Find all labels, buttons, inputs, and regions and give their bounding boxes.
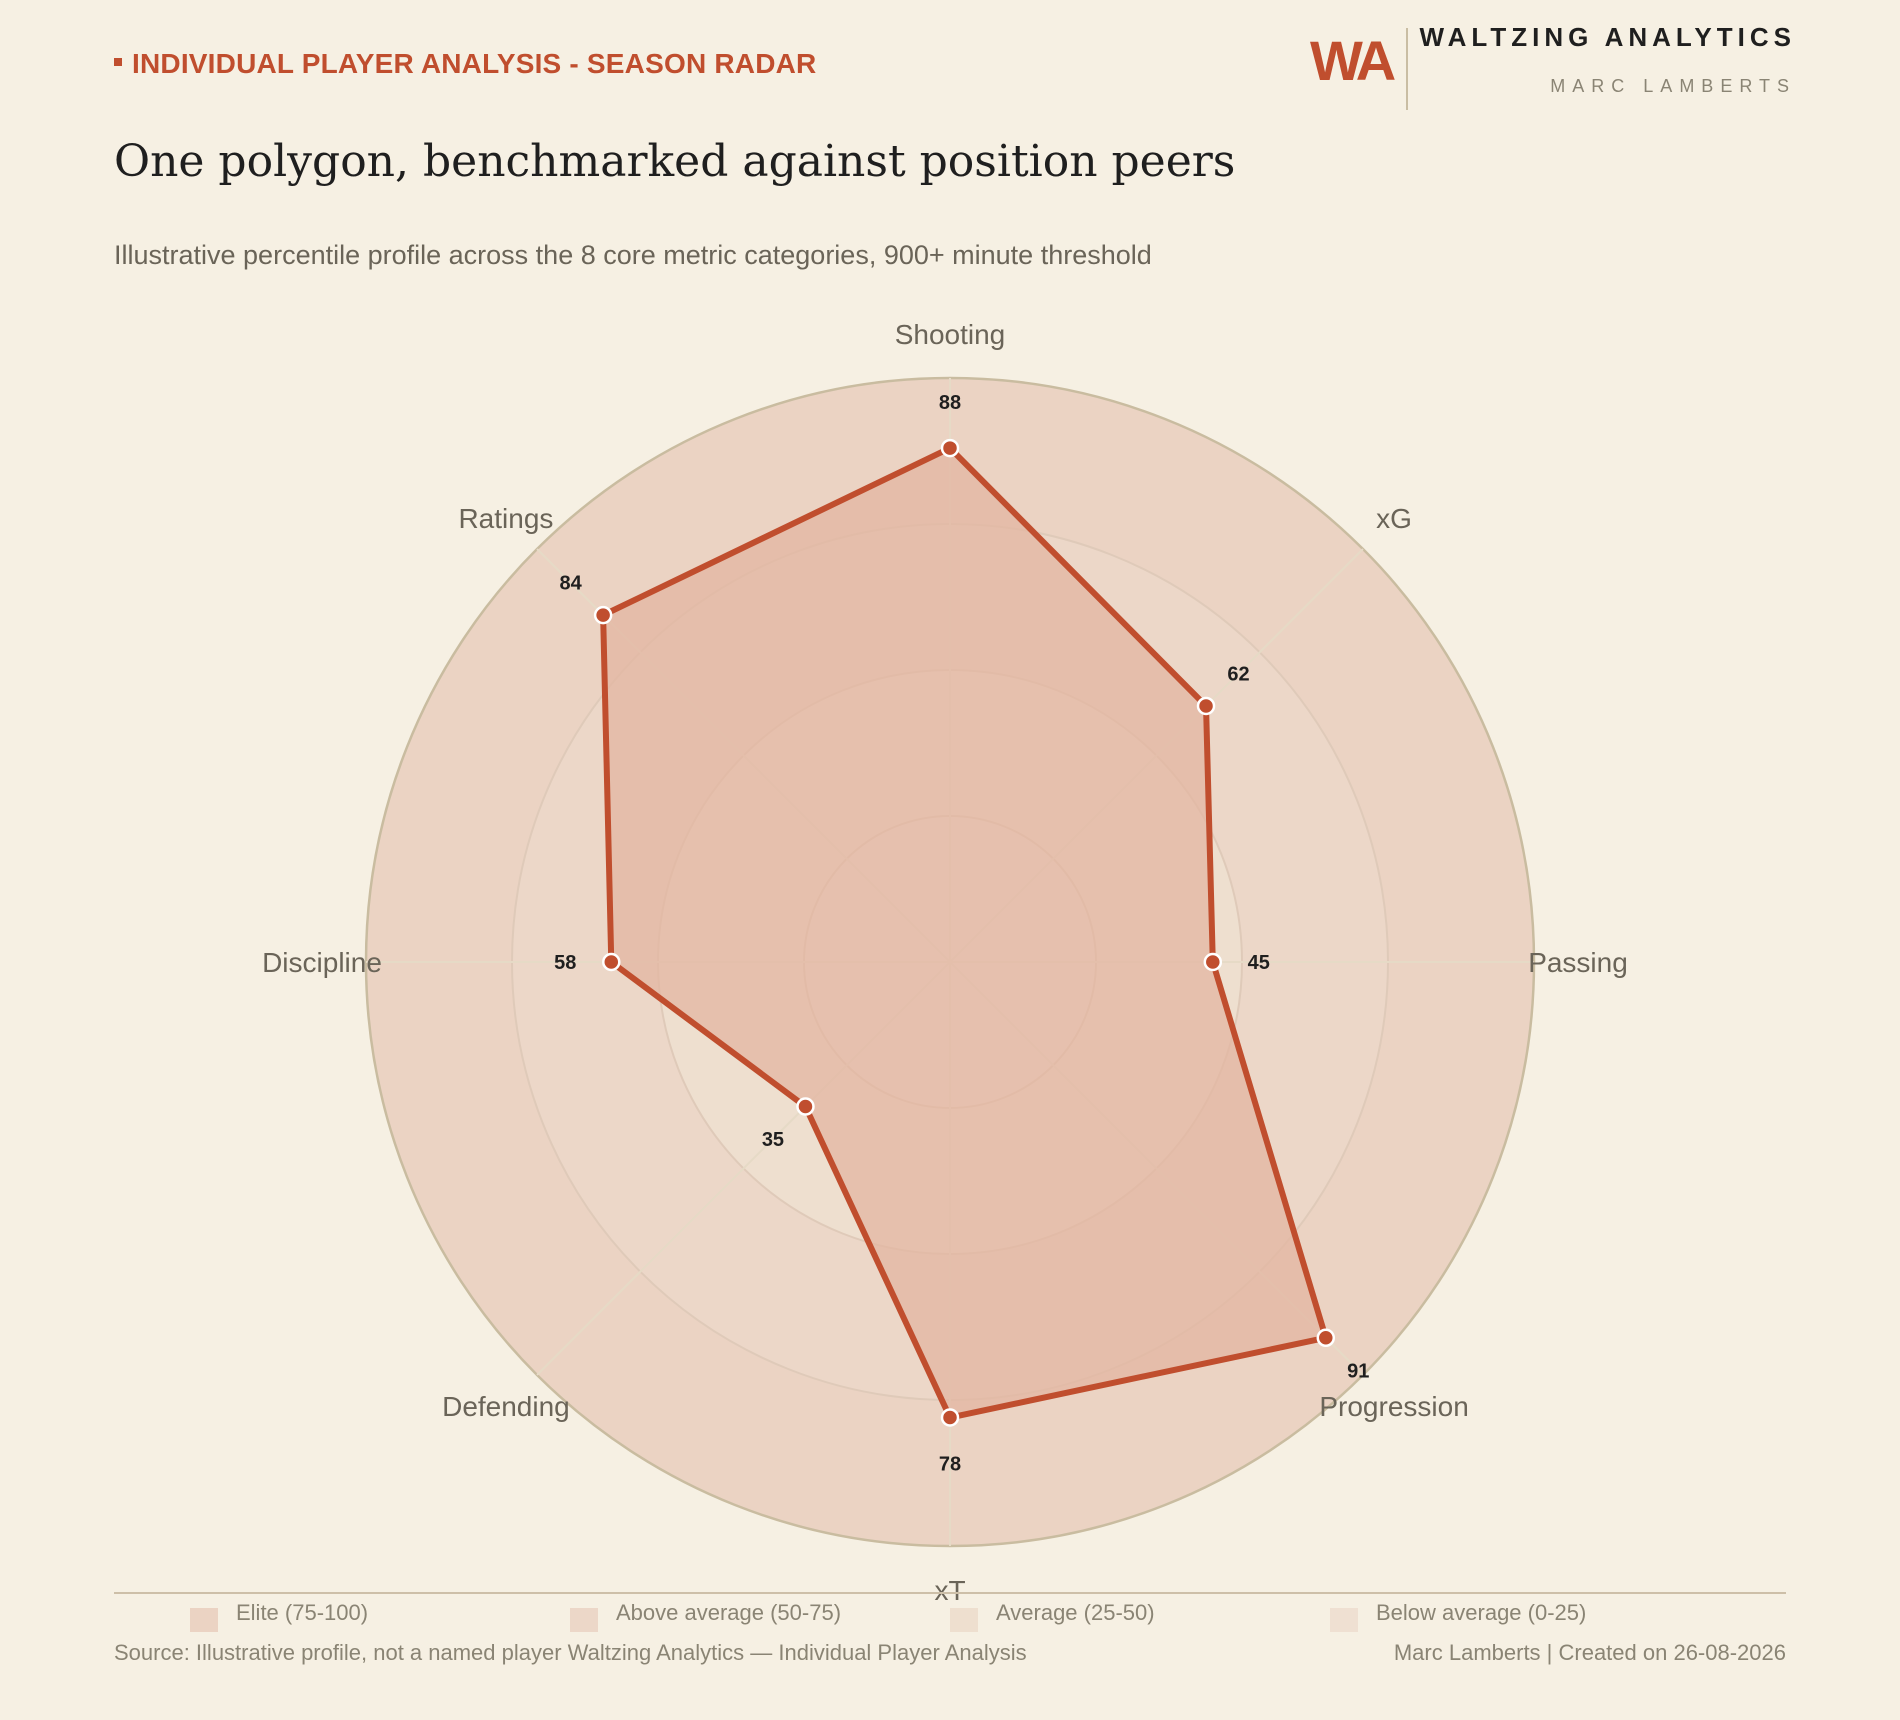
legend-label: Average (25-50) <box>996 1600 1155 1625</box>
value-label: 45 <box>1248 952 1270 974</box>
brand-name: WALTZING ANALYTICS <box>1419 22 1796 52</box>
eyebrow-label: INDIVIDUAL PLAYER ANALYSIS - SEASON RADA… <box>114 48 816 80</box>
eyebrow-text: INDIVIDUAL PLAYER ANALYSIS - SEASON RADA… <box>132 48 817 79</box>
axis-label: Ratings <box>458 503 553 534</box>
source-note: Source: Illustrative profile, not a name… <box>114 1640 1027 1665</box>
data-point <box>602 952 621 972</box>
eyebrow-square-icon <box>114 57 122 66</box>
legend-label: Below average (0-25) <box>1376 1600 1587 1625</box>
data-point <box>940 438 960 458</box>
legend-swatch <box>1330 1608 1358 1632</box>
value-label: 84 <box>559 573 582 595</box>
axis-label: Defending <box>442 1391 570 1422</box>
value-label: 58 <box>554 952 576 974</box>
logo-divider <box>1406 28 1408 110</box>
axis-label: Passing <box>1528 947 1628 978</box>
axis-label: xT <box>934 1575 965 1600</box>
chart-title: One polygon, benchmarked against positio… <box>114 136 1236 187</box>
value-label: 88 <box>939 392 961 414</box>
chart-subtitle: Illustrative percentile profile across t… <box>114 240 1152 270</box>
axis-label: Progression <box>1319 1391 1468 1422</box>
axis-label: Discipline <box>262 947 382 978</box>
data-point <box>940 1408 960 1427</box>
data-point <box>796 1097 815 1116</box>
value-label: 35 <box>762 1129 784 1151</box>
legend-label: Elite (75-100) <box>236 1600 369 1625</box>
credit-note: Marc Lamberts | Created on 26-08-2026 <box>1393 1640 1786 1665</box>
footer-divider <box>114 1592 1786 1594</box>
value-label: 78 <box>939 1454 961 1476</box>
legend-label: Above average (50-75) <box>616 1600 842 1625</box>
data-point <box>1203 952 1223 972</box>
radar-chart: 88 62 45 91 78 35 58 84 Shooting xG Passing Progres… <box>262 319 1628 1600</box>
brand-logo: WA <box>1310 29 1396 92</box>
axis-label: xG <box>1376 503 1412 534</box>
data-point <box>593 605 613 625</box>
legend-swatch <box>190 1608 218 1632</box>
value-label: 91 <box>1347 1360 1369 1382</box>
legend-swatch <box>570 1608 598 1632</box>
legend-swatch <box>950 1608 978 1632</box>
value-label: 62 <box>1227 663 1249 685</box>
axis-label: Shooting <box>895 319 1006 350</box>
data-point <box>1196 696 1216 716</box>
data-point <box>1316 1328 1336 1348</box>
author-name: MARC LAMBERTS <box>1550 76 1796 96</box>
